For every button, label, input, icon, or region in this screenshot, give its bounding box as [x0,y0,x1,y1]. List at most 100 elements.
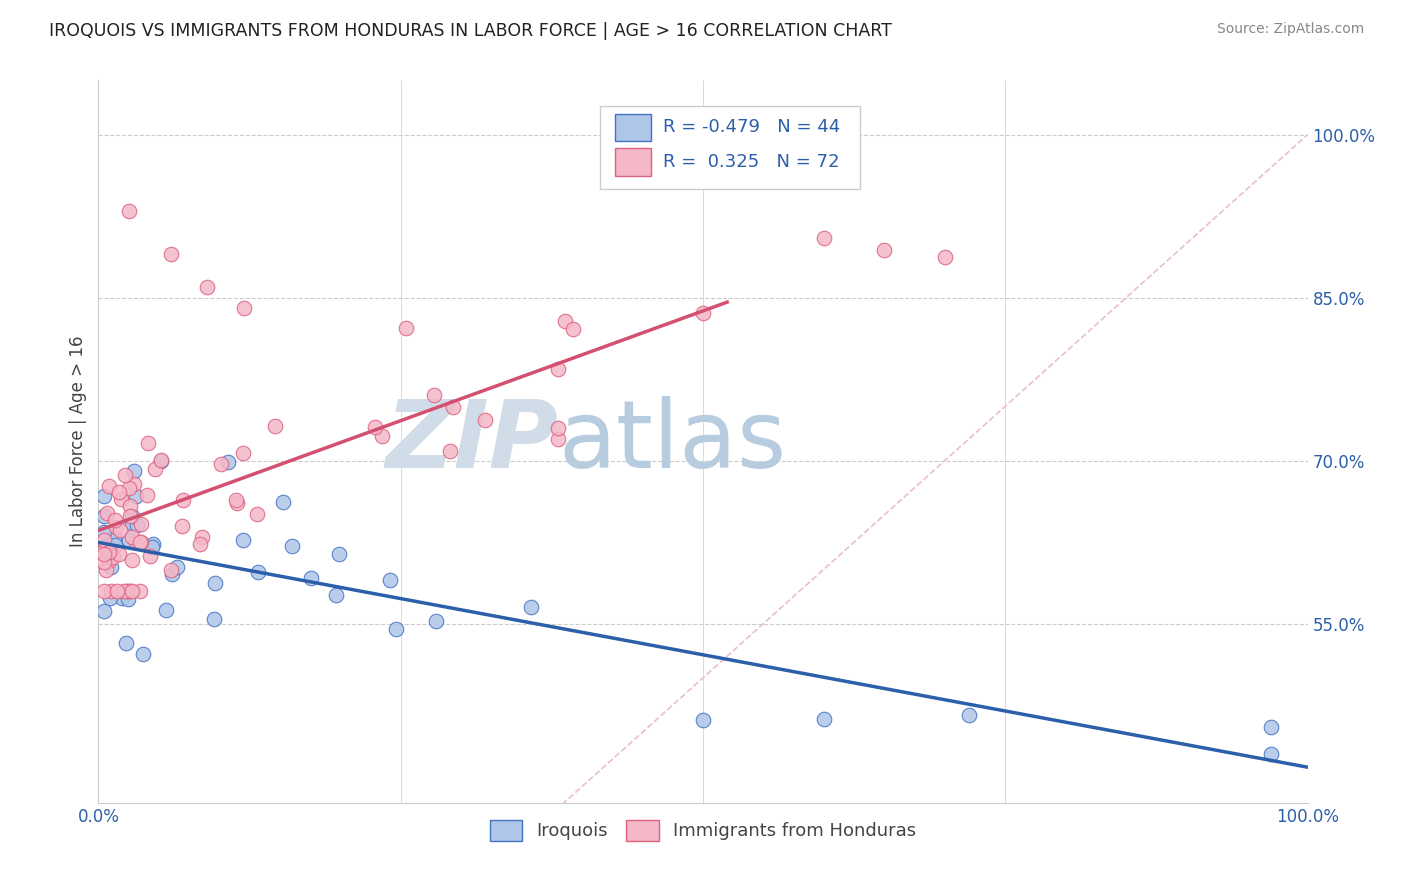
Point [132,647,155,661]
Point [93,583,115,598]
Point [149,453,172,467]
Point [93,547,115,561]
Point [93,489,115,503]
Point [1260,720,1282,734]
Point [172,493,194,508]
Point [110,591,132,606]
Point [188,537,211,551]
Bar [614,113,651,141]
Point [190,530,212,544]
Point [118,481,141,495]
Point [93,509,115,524]
Y-axis label: In Labor Force | Age > 16: In Labor Force | Age > 16 [69,335,87,548]
Point [232,446,254,460]
Point [547,432,569,446]
Point [114,467,136,482]
Point [225,492,247,507]
Point [118,533,141,547]
Point [170,519,193,533]
Text: ZIP: ZIP [385,395,558,488]
Point [115,583,138,598]
Point [226,496,249,510]
Point [128,583,150,598]
Point [129,535,152,549]
Point [94,563,117,577]
Point [108,524,131,538]
Point [195,279,218,293]
Point [125,489,148,503]
Point [96,506,118,520]
Point [100,583,122,598]
Point [561,322,583,336]
Point [93,544,115,558]
Point [299,570,322,584]
Point [395,321,418,335]
Point [122,477,145,491]
Point [129,535,152,549]
Point [93,533,115,548]
Point [93,604,115,618]
Point [141,540,163,554]
Point [217,455,239,469]
Point [94,540,117,554]
Point [232,301,254,316]
Point [149,453,172,467]
Point [474,413,496,427]
Point [155,603,177,617]
Point [957,707,980,722]
Point [105,520,128,534]
Point [204,575,226,590]
Point [93,555,115,569]
Point [120,500,142,514]
Point [363,420,385,434]
Point [281,539,304,553]
Legend: Iroquois, Immigrants from Honduras: Iroquois, Immigrants from Honduras [482,813,924,848]
Point [139,549,162,564]
Point [328,547,350,561]
Point [131,516,153,531]
Bar [614,148,651,176]
Point [142,537,165,551]
Point [371,429,394,443]
Text: R =  0.325   N = 72: R = 0.325 N = 72 [664,153,839,171]
Point [125,517,148,532]
Point [104,538,127,552]
Point [325,588,347,602]
Point [136,488,159,502]
Point [100,559,122,574]
Point [108,547,131,561]
Point [160,563,183,577]
Point [115,583,138,598]
Point [145,462,167,476]
Point [204,612,226,626]
Point [115,636,138,650]
Point [105,583,128,598]
Point [97,479,120,493]
Point [692,306,714,320]
Point [117,592,139,607]
Text: Source: ZipAtlas.com: Source: ZipAtlas.com [1216,22,1364,37]
Point [160,567,183,582]
Point [934,250,956,264]
Point [519,600,541,615]
Point [246,508,269,522]
Point [118,203,141,218]
Point [813,712,835,726]
Point [873,244,896,258]
Point [98,591,121,605]
Point [121,583,143,598]
Point [166,560,188,574]
Point [443,401,465,415]
Point [103,550,125,565]
Point [103,531,125,545]
Point [108,484,131,499]
Point [232,533,254,548]
Point [121,530,143,544]
Point [209,457,232,471]
Point [160,247,183,261]
Point [121,553,143,567]
Point [439,444,461,458]
Point [138,436,160,450]
Point [378,573,401,587]
Point [263,419,285,434]
